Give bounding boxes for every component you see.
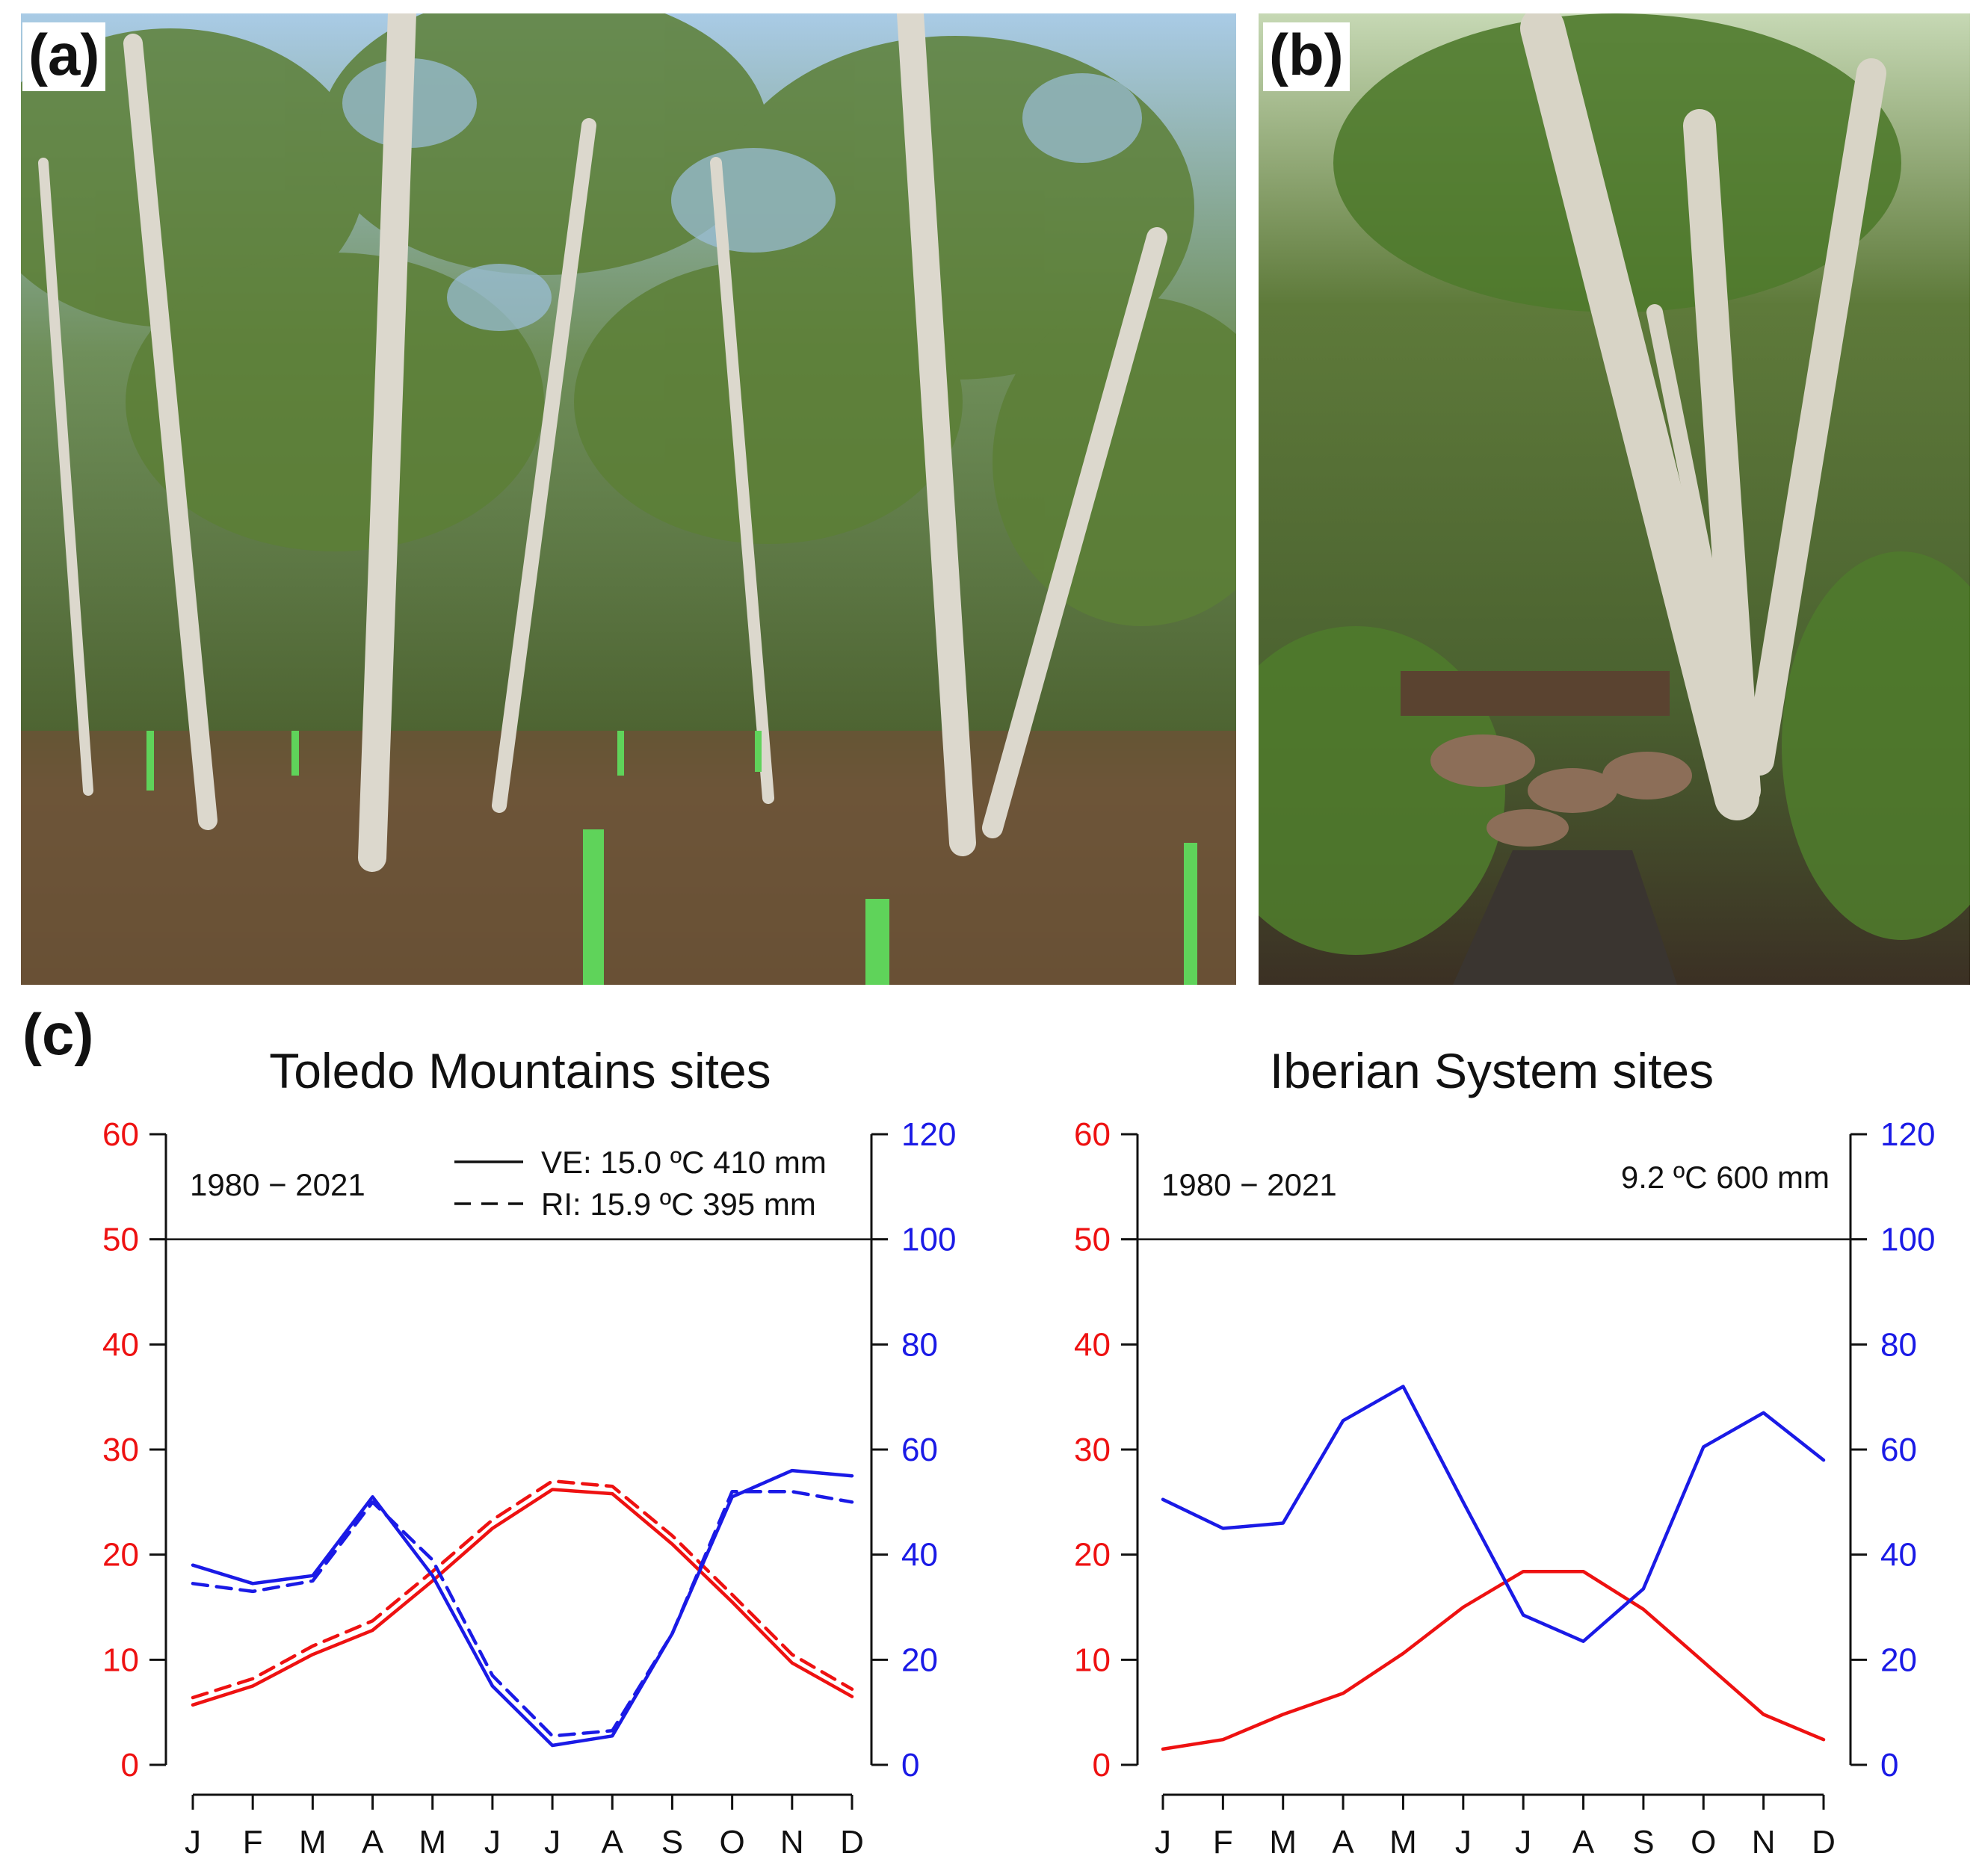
- chart2-right-tick-label: 100: [1880, 1222, 1935, 1258]
- chart2-right-tick-label: 0: [1880, 1747, 1898, 1784]
- chart1-left-tick-label: 60: [102, 1116, 139, 1153]
- chart1-right-tick-label: 60: [901, 1432, 938, 1468]
- chart2-left-tick-label: 50: [1074, 1222, 1111, 1258]
- chart1-left-tick-label: 30: [102, 1432, 139, 1468]
- chart2-left-tick-label: 0: [1093, 1747, 1111, 1784]
- chart1-left-tick-label: 0: [121, 1747, 139, 1784]
- chart1-series-temperature-ri-line: [191, 1479, 854, 1700]
- chart1-month-label: A: [362, 1824, 384, 1859]
- chart1-month-label: J: [484, 1824, 501, 1859]
- chart2-month-label: S: [1632, 1824, 1654, 1859]
- photo-b-birch-stream: [1259, 13, 1970, 985]
- chart2-left-tick-label: 60: [1074, 1116, 1111, 1153]
- chart2-left-tick-label: 10: [1074, 1642, 1111, 1678]
- chart1-left-tick-label: 20: [102, 1537, 139, 1574]
- chart2-left-tick-label: 30: [1074, 1432, 1111, 1468]
- photo-a-birch-forest: [21, 13, 1236, 985]
- chart2-month-label: M: [1269, 1824, 1297, 1859]
- chart-title-toledo: Toledo Mountains sites: [269, 1043, 771, 1098]
- chart2-right-tick-label: 60: [1880, 1432, 1917, 1468]
- chart1-month-label: J: [185, 1824, 201, 1859]
- chart1-right-tick-label: 0: [901, 1747, 919, 1784]
- chart2-right-tick-label: 20: [1880, 1642, 1917, 1678]
- chart1-right-tick-label: 120: [901, 1116, 956, 1153]
- chart1-legend-text: RI: 15.9 ºC 395 mm: [541, 1187, 816, 1222]
- chart1-left-tick-label: 10: [102, 1642, 139, 1678]
- chart2-left-tick-label: 20: [1074, 1537, 1111, 1574]
- chart1-month-label: M: [419, 1824, 446, 1859]
- forest-photo-illustration: [21, 13, 1236, 985]
- chart1-month-label: F: [243, 1824, 263, 1859]
- chart1-month-label: S: [661, 1824, 683, 1859]
- chart2-summary-text: 9.2 ºC 600 mm: [1621, 1160, 1830, 1195]
- chart1-month-label: M: [299, 1824, 327, 1859]
- chart2-month-label: N: [1752, 1824, 1776, 1859]
- chart2-period-label: 1980 − 2021: [1161, 1167, 1337, 1202]
- stream-photo-illustration: [1259, 13, 1970, 985]
- chart1-month-label: D: [840, 1824, 864, 1859]
- chart2-month-label: D: [1812, 1824, 1836, 1859]
- chart1-right-tick-label: 100: [901, 1222, 956, 1258]
- chart1-series-precipitation-ri-line: [191, 1490, 854, 1738]
- chart2-right-tick-label: 40: [1880, 1537, 1917, 1574]
- chart-title-iberian: Iberian System sites: [1269, 1043, 1714, 1098]
- chart2-month-label: A: [1572, 1824, 1595, 1859]
- chart2-right-tick-label: 80: [1880, 1326, 1917, 1363]
- panel-label-c: (c): [22, 1001, 94, 1067]
- chart1-right-tick-label: 80: [901, 1326, 938, 1363]
- chart2-right-tick-label: 120: [1880, 1116, 1935, 1153]
- chart1-month-label: J: [544, 1824, 561, 1859]
- chart1-left-tick-label: 40: [102, 1326, 139, 1363]
- chart2-month-label: F: [1213, 1824, 1233, 1859]
- chart1-month-label: A: [602, 1824, 624, 1859]
- chart2-series-temperature-line: [1161, 1569, 1826, 1751]
- chart2-month-label: J: [1155, 1824, 1171, 1859]
- panel-label-a: (a): [22, 22, 106, 91]
- chart2-month-label: M: [1389, 1824, 1417, 1859]
- chart1-right-tick-label: 20: [901, 1642, 938, 1678]
- chart1-period-label: 1980 − 2021: [190, 1167, 365, 1202]
- chart2-left-tick-label: 40: [1074, 1326, 1111, 1363]
- chart1-series-temperature-ve-line: [191, 1488, 854, 1707]
- chart2-month-label: A: [1332, 1824, 1354, 1859]
- chart2-month-label: J: [1455, 1824, 1472, 1859]
- chart1-legend-text: VE: 15.0 ºC 410 mm: [541, 1145, 827, 1180]
- chart1-month-label: N: [780, 1824, 804, 1859]
- chart2-month-label: J: [1515, 1824, 1531, 1859]
- chart2-series-precipitation-line: [1161, 1385, 1826, 1643]
- panel-label-b: (b): [1263, 22, 1350, 91]
- chart1-right-tick-label: 40: [901, 1537, 938, 1574]
- chart1-left-tick-label: 50: [102, 1222, 139, 1258]
- chart2-month-label: O: [1691, 1824, 1716, 1859]
- chart1-month-label: O: [720, 1824, 745, 1859]
- chart1-series-precipitation-ve-line: [191, 1468, 854, 1748]
